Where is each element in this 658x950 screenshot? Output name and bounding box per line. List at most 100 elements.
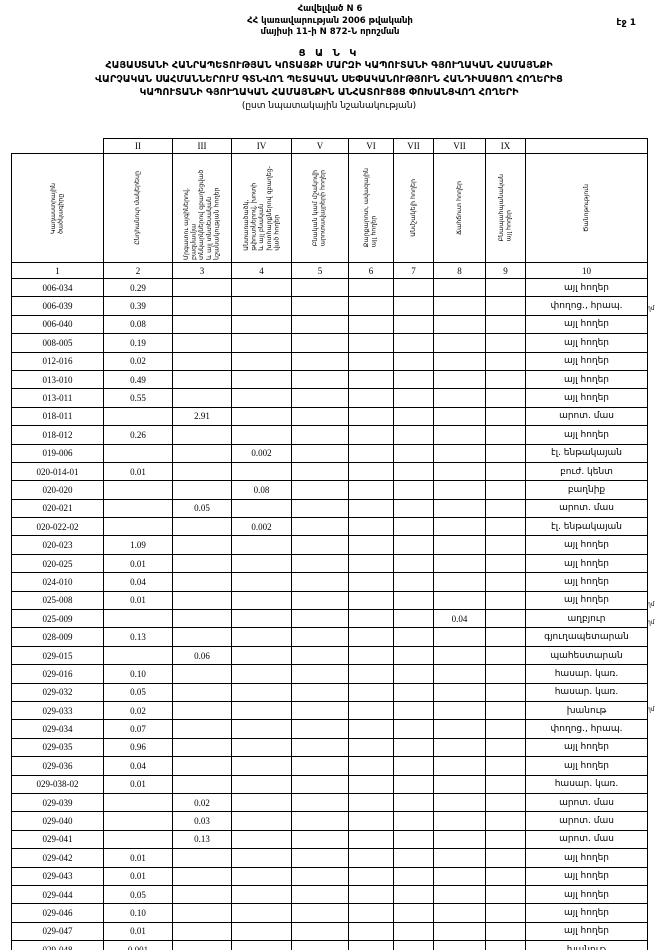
cell-forest: 0.08	[231, 480, 292, 500]
table-row: 008-005 0.19 այլ հողեր	[11, 333, 648, 353]
cell-note: պահեստարան	[525, 645, 648, 666]
cell-marsh	[433, 553, 486, 574]
row-code: 018-011	[11, 406, 104, 427]
cell-pasture	[291, 351, 349, 371]
cell-total-area: 0.13	[103, 627, 173, 647]
cell-rocky	[348, 903, 394, 923]
cell-pasture	[291, 314, 349, 335]
cell-environmental	[485, 535, 526, 555]
cell-rocky	[348, 940, 394, 950]
margin-mark: ղմ	[647, 618, 655, 626]
cell-marsh	[433, 884, 486, 905]
row-code: 029-034	[11, 719, 104, 739]
cell-environmental	[485, 296, 526, 316]
column-header-6-label: Քարքարոտ, ավազային այլ հողեր	[363, 168, 378, 248]
cell-marsh	[433, 756, 486, 776]
cell-forest	[231, 866, 292, 886]
cell-rocky	[348, 590, 394, 611]
cell-rocky	[348, 406, 394, 427]
cell-rocky	[348, 664, 394, 684]
row-code: 020-020	[11, 480, 104, 500]
cell-note: այլ հողեր	[525, 866, 648, 886]
cell-orchard	[172, 333, 232, 353]
cell-pasture	[291, 406, 349, 427]
cell-marsh	[433, 388, 486, 408]
row-code: 029-040	[11, 811, 104, 831]
cell-forest	[231, 406, 292, 427]
cell-uncultivated	[393, 664, 434, 684]
cell-environmental	[485, 756, 526, 776]
cell-rocky	[348, 517, 394, 537]
cell-marsh	[433, 811, 486, 831]
cell-uncultivated	[393, 333, 434, 353]
cell-note: հասար. կառ.	[525, 682, 648, 702]
cell-environmental	[485, 829, 526, 850]
cell-environmental	[485, 866, 526, 886]
cell-rocky	[348, 811, 394, 831]
row-code: 029-047	[11, 921, 104, 942]
cell-rocky	[348, 351, 394, 371]
cell-uncultivated	[393, 921, 434, 942]
column-header-6: Քարքարոտ, ավազային այլ հողեր	[348, 153, 394, 263]
cell-pasture	[291, 756, 349, 776]
row-code: 029-042	[11, 848, 104, 868]
row-code: 018-012	[11, 425, 104, 445]
cell-orchard	[172, 627, 232, 647]
page-title: Ց Ա Ն Կ ՀԱՅԱՍՏԱՆԻ ՀԱՆՐԱՊԵՏՈՒԹՅԱՆ ԿՈՏԱՅՔԻ…	[0, 48, 658, 113]
column-header-4-label: Անտառածածկ, թփուտներով, խոտի և այլ բնակա…	[242, 165, 280, 251]
cell-rocky	[348, 866, 394, 886]
cell-uncultivated	[393, 277, 434, 298]
table-row: 025-009 0.04 աղբյուր	[11, 609, 648, 629]
column-header-3: Մրգատու այգիներով, բազմամյա տնկարկներով …	[172, 153, 232, 263]
column-header-9: Բնապահպանական այլ հողեր	[485, 153, 526, 263]
cell-total-area: 0.02	[103, 700, 173, 721]
cell-pasture	[291, 682, 349, 702]
cell-rocky	[348, 314, 394, 335]
cell-uncultivated	[393, 811, 434, 831]
cell-marsh	[433, 333, 486, 353]
cell-note: այլ հողեր	[525, 314, 648, 335]
cell-pasture	[291, 866, 349, 886]
cell-total-area: 0.05	[103, 682, 173, 702]
cell-total-area: 0.01	[103, 461, 173, 482]
cell-environmental	[485, 682, 526, 702]
cell-pasture	[291, 296, 349, 316]
column-header-8-label: Ճահճուտ հողեր	[455, 181, 463, 235]
cell-uncultivated	[393, 369, 434, 390]
cell-total-area: 0.01	[103, 848, 173, 868]
table-row: 020-014-01 0.01 բուժ. կենտ	[11, 461, 648, 482]
cell-marsh	[433, 535, 486, 555]
cell-note: արոտ. մաս	[525, 498, 648, 519]
cell-forest	[231, 609, 292, 629]
margin-mark: ղմ	[647, 601, 655, 609]
roman-6: VI	[348, 138, 394, 154]
cell-uncultivated	[393, 406, 434, 427]
cell-orchard	[172, 848, 232, 868]
cell-environmental	[485, 406, 526, 427]
cell-note: արոտ. մաս	[525, 792, 648, 813]
cell-note: հասար. կառ.	[525, 774, 648, 794]
header-line-1: Հավելված N 6	[297, 4, 363, 14]
cell-note: բուժ. կենտ	[525, 461, 648, 482]
column-header-7-label: Անմշակելի հողեր	[409, 179, 417, 237]
cell-rocky	[348, 535, 394, 555]
cell-uncultivated	[393, 517, 434, 537]
cell-pasture	[291, 664, 349, 684]
row-code: 025-008	[11, 590, 104, 611]
cell-note: փողոց., հրապ.	[525, 296, 648, 316]
table-row: 025-008 0.01 այլ հողեր	[11, 590, 648, 611]
cell-uncultivated	[393, 388, 434, 408]
cell-orchard	[172, 664, 232, 684]
cell-orchard	[172, 425, 232, 445]
cell-forest	[231, 903, 292, 923]
table-row: 020-025 0.01 այլ հողեր	[11, 553, 648, 574]
cell-environmental	[485, 517, 526, 537]
row-code: 029-033	[11, 700, 104, 721]
cell-orchard	[172, 609, 232, 629]
cell-uncultivated	[393, 296, 434, 316]
cell-marsh	[433, 590, 486, 611]
cell-forest	[231, 682, 292, 702]
cell-pasture	[291, 609, 349, 629]
row-code: 029-044	[11, 884, 104, 905]
